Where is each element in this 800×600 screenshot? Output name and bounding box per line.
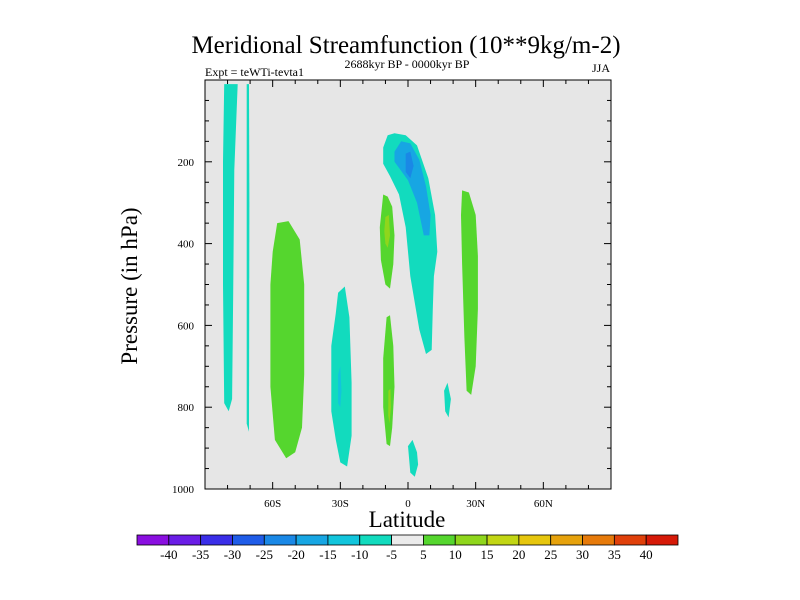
x-tick-label: 60N [534,498,553,510]
contour-region-inner-eq-a [394,141,431,236]
y-tick-label: 600 [178,320,195,332]
colorbar-swatch [550,534,583,546]
colorbar-swatch [263,534,297,546]
colorbar-label: 5 [420,547,427,562]
subtitle-right: JJA [592,61,610,75]
colorbar-swatch [168,534,202,546]
subtitle-left: Expt = teWTi-tevta1 [205,65,304,79]
contour-region-inner-30S [338,366,342,408]
contour-region-blob-25N [461,190,478,395]
colorbar-label: -10 [351,547,368,562]
contour-region-band-80S [223,84,238,412]
y-axis-ticks: 200 400 600 800 1000 [172,79,611,496]
y-tick-label: 1000 [172,484,195,496]
contour-region-blob-30S [331,286,352,467]
contour-region-blob-20N-small [444,382,451,418]
y-tick-label: 400 [178,239,195,251]
colorbar-swatch [645,534,679,546]
colorbar-swatch [295,534,329,546]
colorbar-label: -40 [160,547,177,562]
colorbar-swatch [454,534,488,546]
contour-region-inner-10S-lower [388,388,391,424]
colorbar-swatch [200,534,233,546]
colorbar-label: -5 [386,547,397,562]
colorbar-label: 10 [449,547,462,562]
colorbar-label: 30 [576,547,589,562]
colorbar-swatch [136,534,170,546]
x-axis-label: Latitude [369,507,446,532]
contour-region-inner-10S-upper [384,215,390,248]
colorbar: -40 -35 -30 -25 -20 -15 -10 -5 5 10 15 20 25 30 35 40 [136,534,679,562]
colorbar-label: 35 [608,547,621,562]
colorbar-label: 15 [481,547,494,562]
subtitle-center: 2688kyr BP - 0000kyr BP [345,57,470,71]
colorbar-label: 25 [544,547,557,562]
colorbar-swatch [327,534,361,546]
colorbar-swatch [486,534,520,546]
colorbar-label: -30 [224,547,241,562]
y-tick-label: 800 [178,402,195,414]
y-tick-label: 200 [178,157,195,169]
colorbar-label: -25 [256,547,273,562]
colorbar-label: -20 [287,547,304,562]
colorbar-swatch [518,534,552,546]
colorbar-swatch [582,534,615,546]
contour-region-band-70S [246,84,250,432]
contour-region-blob-eq-lower [408,439,419,477]
colorbar-swatch [613,534,647,546]
chart-title: Meridional Streamfunction (10**9kg/m-2) [191,32,620,59]
colorbar-label: -35 [192,547,209,562]
x-tick-label: 30N [466,498,485,510]
colorbar-swatch [359,534,392,546]
x-tick-label: 0 [405,498,411,510]
contour-region-blob-58S [270,221,305,459]
colorbar-swatch [423,534,456,546]
colorbar-label: 40 [640,547,653,562]
x-tick-label: 60S [264,498,281,510]
contour-region-blob-10S-lower [383,315,395,447]
colorbar-label: -15 [319,547,336,562]
contour-regions [223,84,478,477]
y-axis-label: Pressure (in hPa) [117,207,142,364]
colorbar-swatch [391,534,424,546]
contour-region-inner-eq-b [405,151,414,179]
colorbar-swatch [232,534,265,546]
x-tick-label: 30S [332,498,349,510]
colorbar-label: 20 [512,547,525,562]
x-axis-ticks: 60S 30S 0 30N 60N [204,80,612,510]
